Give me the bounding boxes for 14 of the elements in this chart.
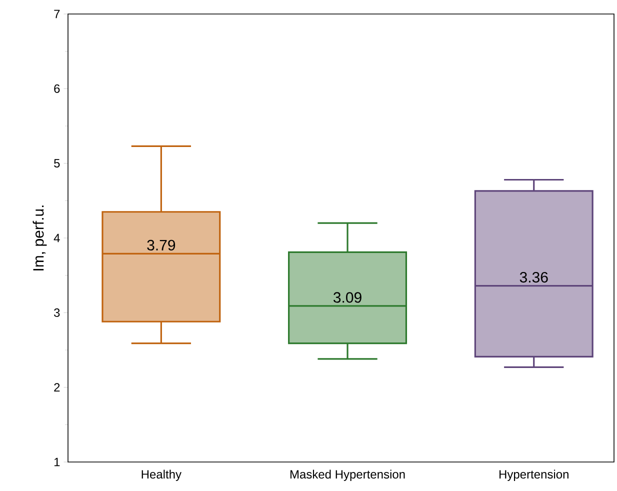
y-tick-label: 7 <box>54 10 60 18</box>
x-tick-label: Hypertension <box>500 470 568 481</box>
y-tick-label: 3 <box>54 308 60 317</box>
text: 3.36 <box>520 272 548 283</box>
x-tick-label: Healthy <box>142 470 182 481</box>
y-tick-label: 5 <box>54 159 60 168</box>
y-axis-title: Im, perf.u. <box>32 206 47 270</box>
y-tick-label: 4 <box>54 234 60 242</box>
y-tick-label: 6 <box>54 84 60 93</box>
x-tick-label: Masked Hypertension <box>290 470 405 481</box>
text: 3.09 <box>334 292 362 303</box>
y-tick-label: 1 <box>54 458 60 466</box>
y-tick-label: 2 <box>54 383 60 392</box>
text: 3.79 <box>147 240 176 250</box>
